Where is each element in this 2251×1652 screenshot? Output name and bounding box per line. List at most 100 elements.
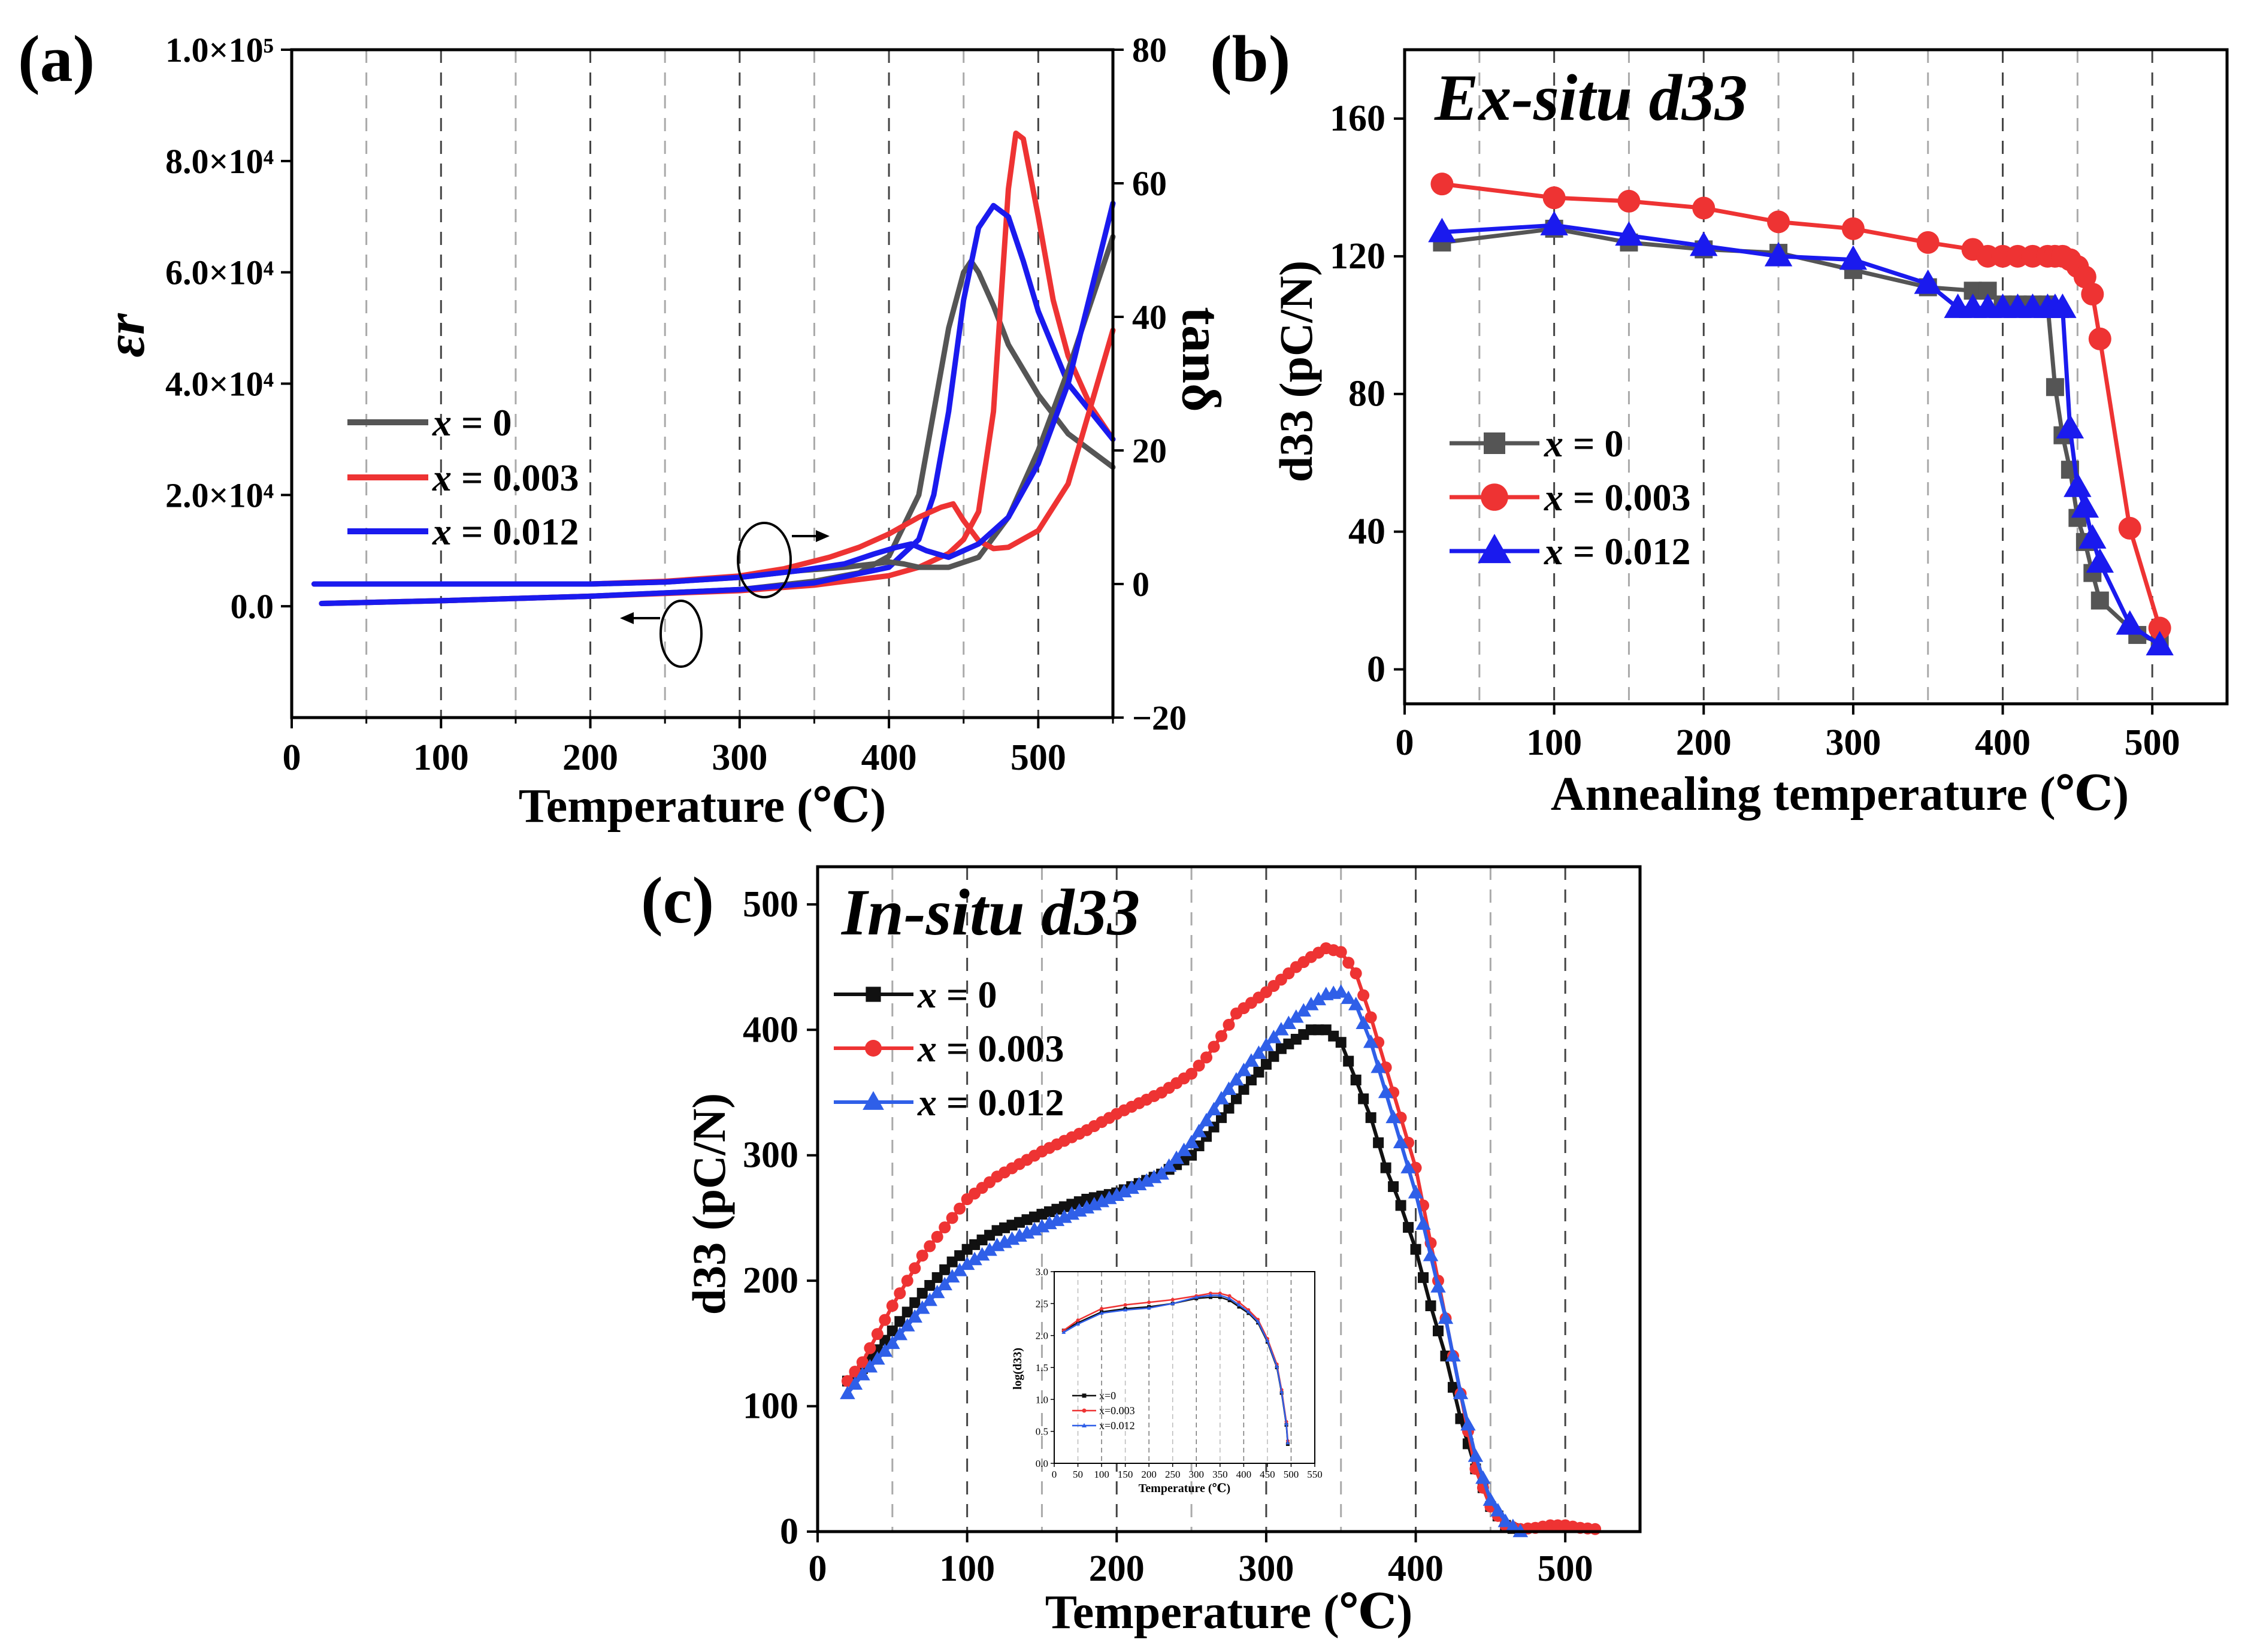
data-point [1147,1300,1151,1305]
data-point [1296,1003,1312,1017]
data-point [2090,591,2109,610]
data-point [847,1376,863,1390]
data-point [1238,1084,1249,1095]
data-point [1229,1072,1244,1086]
x-tick-label: 100 [413,737,469,778]
y-tick-label: 80 [1348,374,1385,414]
data-point [1617,189,1641,213]
data-point [866,987,881,1002]
data-point [1169,1150,1184,1164]
data-point [1193,1140,1205,1151]
inset-y-tick-label: 2.0 [1036,1330,1048,1342]
data-point [1275,1364,1279,1368]
data-point [1540,211,1568,235]
data-point [1199,1112,1214,1127]
data-point [1100,1306,1104,1311]
data-point [894,1316,906,1327]
data-point [1423,1248,1439,1261]
plot-frame [816,865,1642,1533]
data-point [1251,1045,1267,1059]
x-tick-label: 300 [1238,1548,1294,1589]
series-line [1063,1294,1289,1444]
y-tick-label: 0 [780,1511,798,1552]
data-point [894,1287,906,1300]
series-line [311,201,1116,587]
data-point [2049,294,2077,318]
inset-y-axis-label: log(d33) [1011,1348,1024,1390]
x-tick-label: 400 [861,737,917,778]
data-point [1288,1009,1304,1023]
data-point [1408,1185,1424,1199]
inset-legend-label: x=0.012 [1099,1420,1135,1432]
data-point [937,1276,952,1291]
legend-label: x = 0.012 [917,1081,1064,1124]
data-point [1161,1158,1177,1172]
data-point [1223,1018,1235,1031]
inset-background [1054,1272,1315,1463]
y-tick-label-left: 6.0×10⁴ [165,253,274,292]
x-tick-label: 0 [283,737,301,778]
data-point [1266,1030,1282,1043]
data-point [1076,1321,1081,1326]
data-point [1348,997,1364,1010]
data-point [1767,210,1790,234]
x-tick-label: 300 [1825,722,1881,763]
data-point [1482,1492,1499,1506]
inset-x-tick-label: 200 [1141,1469,1157,1480]
data-point [1497,1514,1514,1527]
y-tick-label-right: 60 [1132,164,1167,203]
legend-label: x = 0 [432,401,512,444]
data-point [1139,1173,1154,1187]
data-point [1335,1037,1347,1048]
data-point [1342,957,1355,969]
data-point [1385,1109,1401,1124]
data-point [1358,1093,1369,1105]
data-point [914,1300,930,1314]
data-point [1428,217,1456,243]
data-point [1400,1160,1416,1173]
data-point [2148,616,2171,640]
data-point [863,1091,884,1110]
data-point [952,1263,967,1276]
data-point [1357,989,1370,1002]
data-point [901,1275,913,1287]
data-point [1415,1216,1431,1230]
data-point [870,1351,885,1365]
data-point [1343,1055,1354,1067]
inset-x-tick-label: 250 [1165,1469,1181,1480]
data-point [1236,1302,1241,1306]
data-point [1246,1309,1251,1314]
data-point [1430,1279,1446,1293]
inset-x-tick-label: 150 [1118,1469,1133,1480]
legend-label: x = 0 [1544,422,1623,465]
data-point [909,1262,921,1275]
data-point [1914,269,1942,294]
data-point [946,1212,958,1224]
data-point [1061,1330,1066,1334]
data-point [1227,1299,1232,1302]
data-point [1285,1441,1290,1445]
data-point [1237,1305,1241,1309]
data-point [1124,1180,1139,1194]
data-point [1356,1015,1371,1030]
y-tick-label: 0 [1367,649,1385,690]
data-point [1273,1022,1289,1036]
data-point [887,1325,898,1336]
tan-axis-ellipse [737,522,792,598]
data-point [1303,997,1319,1010]
data-point [1265,1338,1270,1342]
data-point [2088,327,2111,350]
data-point [1395,1200,1406,1211]
data-point [1481,483,1508,511]
inset-legend-label: x=0 [1099,1390,1116,1402]
x-tick-label: 100 [1526,722,1582,763]
x-axis-label: Annealing temperature (℃) [1551,768,2129,821]
data-point [855,1367,870,1381]
y-tick-label-left: 4.0×10⁴ [165,365,274,404]
inset-x-tick-label: 400 [1236,1469,1252,1480]
data-point [840,1385,855,1399]
data-point [862,1358,878,1373]
data-point [1082,1408,1087,1413]
data-point [1170,1301,1175,1305]
